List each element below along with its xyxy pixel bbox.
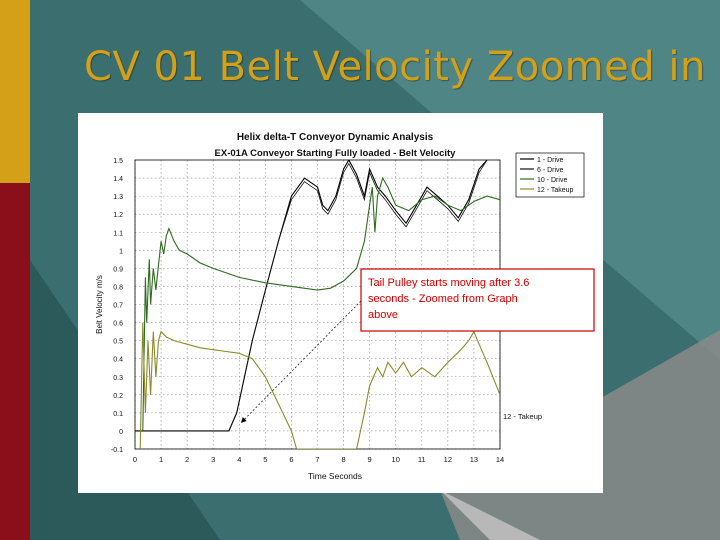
- y-tick-label: 0.4: [113, 357, 123, 364]
- x-tick-label: 14: [496, 455, 504, 464]
- chart-subtitle: EX-01A Conveyor Starting Fully loaded - …: [215, 148, 457, 159]
- y-tick-label: 1.4: [113, 176, 123, 183]
- y-tick-label: 0.1: [113, 411, 123, 418]
- x-tick-label: 10: [392, 455, 400, 464]
- x-tick-label: 11: [418, 455, 426, 464]
- legend-box: [515, 152, 585, 198]
- annotation-line-1: Tail Pulley starts moving after 3.6: [368, 277, 529, 289]
- x-tick-label: 6: [289, 455, 293, 464]
- gold-side-bar: [0, 0, 30, 183]
- legend: 1 - Drive 6 - Drive 10 - Drive 12 - Takeup: [515, 152, 585, 198]
- series-lines: [135, 160, 500, 449]
- y-tick-label: 1.5: [113, 158, 123, 165]
- x-tick-label: 7: [315, 455, 319, 464]
- slide-title: CV 01 Belt Velocity Zoomed in: [84, 44, 706, 90]
- y-tick-label: 1.3: [113, 194, 123, 201]
- x-tick-label: 13: [470, 455, 478, 464]
- y-tick-label: 1.1: [113, 230, 123, 237]
- x-tick-label: 0: [133, 455, 137, 464]
- y-tick-label: 0.6: [113, 321, 123, 328]
- tick-labels: 0 1 2 3 4 5 6 7 8 9 10 11 12 13 14-0.100.10.20.30.40.5…: [111, 158, 504, 464]
- x-tick-label: 12: [444, 455, 452, 464]
- x-tick-label: 9: [368, 455, 372, 464]
- x-tick-label: 2: [185, 455, 189, 464]
- annotation: Tail Pulley starts moving after 3.6 seco…: [240, 268, 595, 423]
- y-tick-label: 0.7: [113, 303, 123, 310]
- x-tick-label: 3: [211, 455, 215, 464]
- x-tick-label: 1: [159, 455, 163, 464]
- y-tick-label: 0.5: [113, 339, 123, 346]
- belt-velocity-chart: Helix delta-T Conveyor Dynamic Analysis …: [95, 132, 595, 481]
- series-line-6-drive: [228, 160, 488, 432]
- chart-panel: Helix delta-T Conveyor Dynamic Analysis …: [78, 113, 603, 493]
- y-tick-label: -0.1: [111, 447, 123, 454]
- chart-title: Helix delta-T Conveyor Dynamic Analysis: [237, 132, 434, 143]
- y-tick-label: 0.9: [113, 266, 123, 273]
- legend-label: 10 - Drive: [537, 177, 567, 184]
- y-tick-label: 1: [119, 248, 123, 255]
- maroon-side-bar: [0, 183, 30, 540]
- x-tick-label: 5: [263, 455, 267, 464]
- annotation-line-3: above: [368, 309, 398, 321]
- legend-label: 12 - Takeup: [537, 187, 574, 194]
- series-line-10-drive: [142, 176, 500, 431]
- decorative-grey-triangle: [440, 490, 540, 540]
- y-tick-label: 0.8: [113, 284, 123, 291]
- y-tick-label: 0: [119, 429, 123, 436]
- y-tick-label: 1.2: [113, 212, 123, 219]
- legend-label: 1 - Drive: [537, 157, 564, 164]
- side-series-label: 12 - Takeup: [503, 412, 542, 421]
- x-tick-label: 8: [341, 455, 345, 464]
- y-tick-label: 0.2: [113, 393, 123, 400]
- x-axis-label: Time Seconds: [308, 471, 362, 481]
- x-tick-label: 4: [237, 455, 241, 464]
- y-tick-label: 0.3: [113, 375, 123, 382]
- legend-label: 6 - Drive: [537, 167, 564, 174]
- series-line-12-takeup: [139, 322, 500, 449]
- y-axis-label: Belt Velocity m/s: [95, 275, 104, 334]
- annotation-line-2: seconds - Zoomed from Graph: [368, 293, 518, 305]
- annotation-arrow: [240, 300, 362, 423]
- annotation-box: [360, 268, 595, 332]
